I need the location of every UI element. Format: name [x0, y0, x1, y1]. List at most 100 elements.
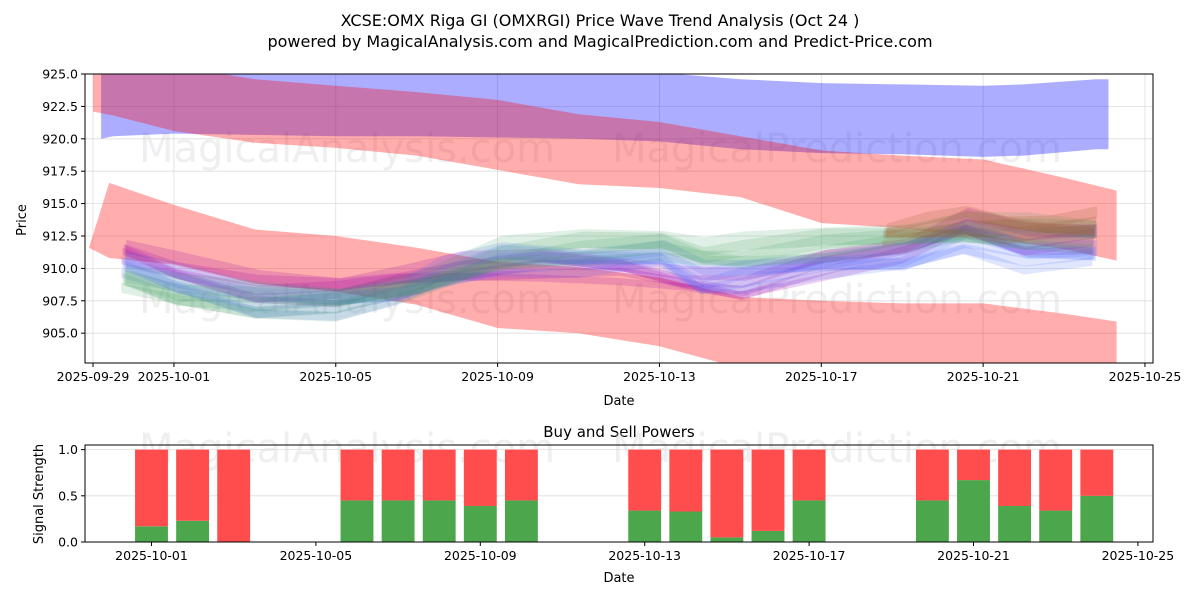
sell-power-bar — [792, 449, 826, 501]
wave-band-0 — [101, 74, 1109, 157]
buy-power-bar — [915, 500, 949, 542]
buy-power-bar — [710, 537, 744, 542]
main-y-tick-label: 917.5 — [42, 164, 78, 179]
buy-power-bar — [135, 526, 168, 542]
main-plot-frame — [84, 73, 1154, 364]
sub-plot-frame — [84, 444, 1154, 543]
main-y-tick-label: 912.5 — [42, 228, 78, 243]
wave-ribbon-3-4 — [886, 205, 1098, 236]
buy-power-bar — [504, 500, 538, 542]
sub-chart-title: Buy and Sell Powers — [543, 423, 695, 441]
buy-power-bar — [340, 500, 374, 542]
main-x-tick-label: 2025-10-05 — [299, 369, 372, 384]
sub-x-tick-label: 2025-10-05 — [280, 548, 353, 563]
watermark-left: MagicalAnalysis.com — [139, 126, 555, 172]
wave-band-1 — [93, 74, 1117, 261]
wave-ribbon-3-0 — [882, 227, 1093, 247]
buy-power-bar — [176, 520, 210, 542]
sell-power-bar — [463, 449, 497, 506]
sub-y-axis: 0.0 0.5 1.0 — [58, 442, 85, 550]
buy-power-bar — [381, 500, 415, 542]
main-y-tick-label: 905.0 — [42, 326, 78, 341]
sub-x-axis: 2025-10-01 2025-10-05 2025-10-09 2025-10-13… — [115, 542, 1174, 563]
main-y-tick-label: 907.5 — [42, 293, 78, 308]
main-y-tick-label: 910.0 — [42, 261, 78, 276]
sell-power-bar — [135, 449, 168, 527]
wave-band-2 — [89, 182, 1117, 363]
main-y-tick-label: 922.5 — [42, 99, 78, 114]
sub-x-tick-label: 2025-10-09 — [444, 548, 517, 563]
watermark-right-lower: MagicalPrediction.com — [612, 277, 1062, 323]
main-plot-area — [89, 74, 1117, 363]
sub-plot-area — [135, 449, 1114, 542]
sub-y-axis-label: Signal Strength — [32, 444, 47, 544]
buy-power-bar — [628, 510, 662, 542]
main-x-tick-label: 2025-10-09 — [461, 369, 534, 384]
sub-x-tick-label: 2025-10-21 — [937, 548, 1010, 563]
buy-power-bar — [1080, 495, 1114, 542]
main-x-tick-label: 2025-10-25 — [1109, 369, 1182, 384]
wave-ribbon-0-1 — [122, 224, 1094, 303]
wave-ribbon-0-3 — [125, 218, 1096, 290]
main-x-tick-label: 2025-10-17 — [785, 369, 858, 384]
main-y-tick-label: 925.0 — [42, 67, 78, 82]
sub-x-tick-label: 2025-10-13 — [608, 548, 681, 563]
sell-power-bar — [1080, 449, 1114, 496]
sell-power-bar — [915, 449, 949, 501]
sell-power-bar — [1039, 449, 1073, 511]
wave-ribbon-3-1 — [883, 224, 1094, 239]
sell-power-bar — [628, 449, 662, 511]
chart-title: XCSE:OMX Riga GI (OMXRGI) Price Wave Tre… — [341, 11, 860, 30]
buy-power-bar — [751, 530, 785, 542]
sell-power-bar — [340, 449, 374, 501]
sell-power-bar — [957, 449, 990, 481]
sell-power-bar — [422, 449, 456, 501]
main-y-axis: 905.0 907.5 910.0 912.5 915.0 917.5 920.0 922.5… — [42, 67, 85, 341]
sell-power-bar — [176, 449, 210, 521]
sub-x-axis-label: Date — [603, 571, 634, 586]
buy-power-bar — [669, 511, 703, 542]
buy-power-bar — [422, 500, 456, 542]
wave-ribbon-1-3 — [125, 224, 1096, 305]
watermark-right: MagicalPrediction.com — [612, 126, 1062, 172]
sell-power-bar — [710, 449, 744, 538]
wave-ribbon-2-4 — [126, 211, 1098, 308]
sell-power-bar — [998, 449, 1032, 506]
buy-power-bar — [1039, 510, 1073, 542]
main-x-axis: 2025-09-29 2025-10-01 2025-10-05 2025-10-09… — [57, 363, 1182, 384]
main-x-tick-label: 2025-10-21 — [947, 369, 1020, 384]
main-grid — [85, 73, 1153, 363]
buy-power-bar — [957, 480, 990, 542]
watermark-left-lower: MagicalAnalysis.com — [139, 277, 555, 323]
wave-ribbon-2-0 — [121, 231, 1093, 322]
wave-ribbon-2-3 — [125, 218, 1096, 306]
sell-power-bar — [504, 449, 538, 501]
main-x-tick-label: 2025-10-13 — [623, 369, 696, 384]
sub-x-tick-label: 2025-10-01 — [115, 548, 188, 563]
main-y-axis-label: Price — [15, 204, 30, 236]
wave-ribbon-0-2 — [123, 224, 1095, 297]
wave-ribbon-2-1 — [122, 229, 1094, 319]
main-y-tick-label: 920.0 — [42, 131, 78, 146]
wave-ribbon-3-3 — [885, 210, 1096, 239]
main-x-tick-label: 2025-10-01 — [138, 369, 211, 384]
main-x-axis-label: Date — [603, 394, 634, 409]
sub-x-tick-label: 2025-10-17 — [773, 548, 846, 563]
sell-power-bar — [381, 449, 415, 501]
main-y-tick-label: 915.0 — [42, 196, 78, 211]
sell-power-bar — [217, 449, 251, 542]
sub-x-tick-label: 2025-10-25 — [1102, 548, 1175, 563]
main-x-tick-label: 2025-09-29 — [57, 369, 130, 384]
wave-ribbon-1-1 — [122, 243, 1094, 318]
sub-y-tick-label: 0.5 — [58, 488, 78, 503]
wave-ribbon-0-4 — [126, 207, 1098, 292]
wave-ribbon-3-2 — [884, 219, 1095, 239]
chart-subtitle: powered by MagicalAnalysis.com and Magic… — [267, 32, 932, 51]
sell-power-bar — [669, 449, 703, 512]
buy-power-bar — [792, 500, 826, 542]
wave-ribbon-2-2 — [123, 224, 1095, 312]
sub-y-tick-label: 0.0 — [58, 535, 78, 550]
wave-ribbon-1-2 — [123, 235, 1095, 311]
buy-power-bar — [463, 505, 497, 542]
